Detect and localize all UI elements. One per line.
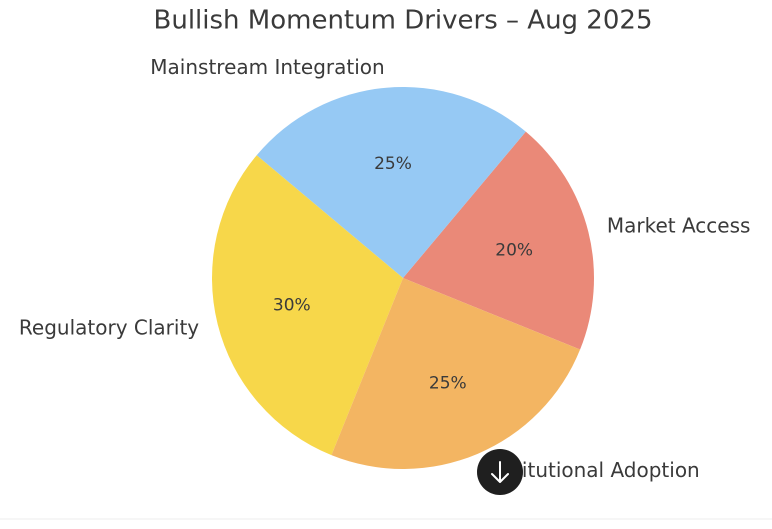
category-label: Regulatory Clarity xyxy=(19,315,199,339)
pie xyxy=(212,87,594,469)
value-label: 20% xyxy=(495,240,533,260)
value-label: 25% xyxy=(429,373,467,393)
pie-slice xyxy=(256,87,526,279)
arrow-icon[interactable] xyxy=(491,461,509,483)
scroll-down-button[interactable] xyxy=(477,449,523,495)
pie-slice xyxy=(212,155,403,456)
category-label: Mainstream Integration xyxy=(150,55,384,79)
value-label: 30% xyxy=(273,296,311,316)
pie-slice xyxy=(403,131,594,350)
value-label: 25% xyxy=(374,154,412,174)
category-label: Market Access xyxy=(607,214,751,238)
pie-slice xyxy=(331,278,581,469)
chart-title: Bullish Momentum Drivers – Aug 2025 xyxy=(154,6,653,36)
